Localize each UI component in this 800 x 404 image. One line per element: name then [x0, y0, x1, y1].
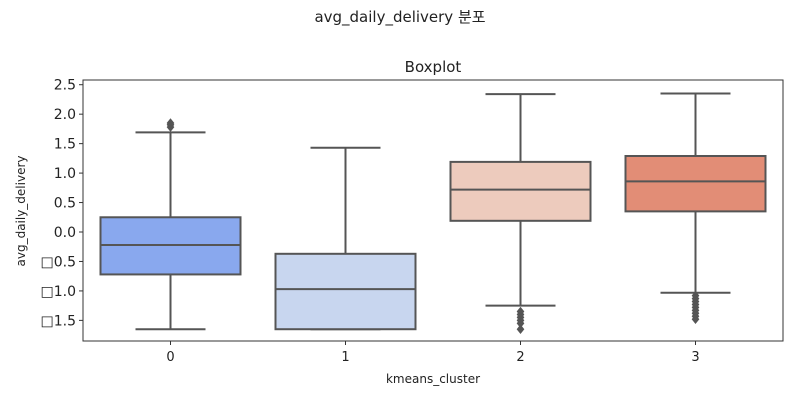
box-1 [274, 252, 417, 331]
box-3 [624, 155, 767, 213]
x-tick-label: 0 [166, 350, 174, 365]
y-tick-label: □1.5 [41, 313, 77, 329]
y-tick-label: 2.5 [54, 78, 76, 94]
plot-area: 2.5 2.0 1.5 1.0 0.5 0.0 □0.5 □1.0 □1.5 0 1 2 3 [41, 78, 784, 365]
y-tick-label: □1.0 [41, 284, 77, 300]
outlier-point [516, 324, 525, 335]
y-tick-label: 1.0 [54, 166, 76, 182]
plot-frame [82, 79, 784, 342]
outlier-point [691, 314, 700, 325]
x-axis-label: kmeans_cluster [386, 372, 480, 386]
box-2 [449, 160, 592, 222]
y-tick-label: □0.5 [41, 254, 77, 270]
figure-suptitle: avg_daily_delivery 분포 [314, 8, 485, 27]
x-tick-label: 2 [516, 350, 524, 365]
y-tick-label: 0.5 [54, 196, 76, 212]
x-tick-label: 3 [691, 350, 699, 365]
y-tick-label: 1.5 [54, 137, 76, 153]
y-axis-label: avg_daily_delivery [14, 156, 28, 267]
x-tick-label: 1 [341, 350, 349, 365]
chart-title: Boxplot [405, 58, 462, 76]
y-tick-label: 2.0 [54, 107, 76, 123]
y-tick-label: 0.0 [54, 225, 76, 241]
outlier-point [166, 118, 175, 128]
